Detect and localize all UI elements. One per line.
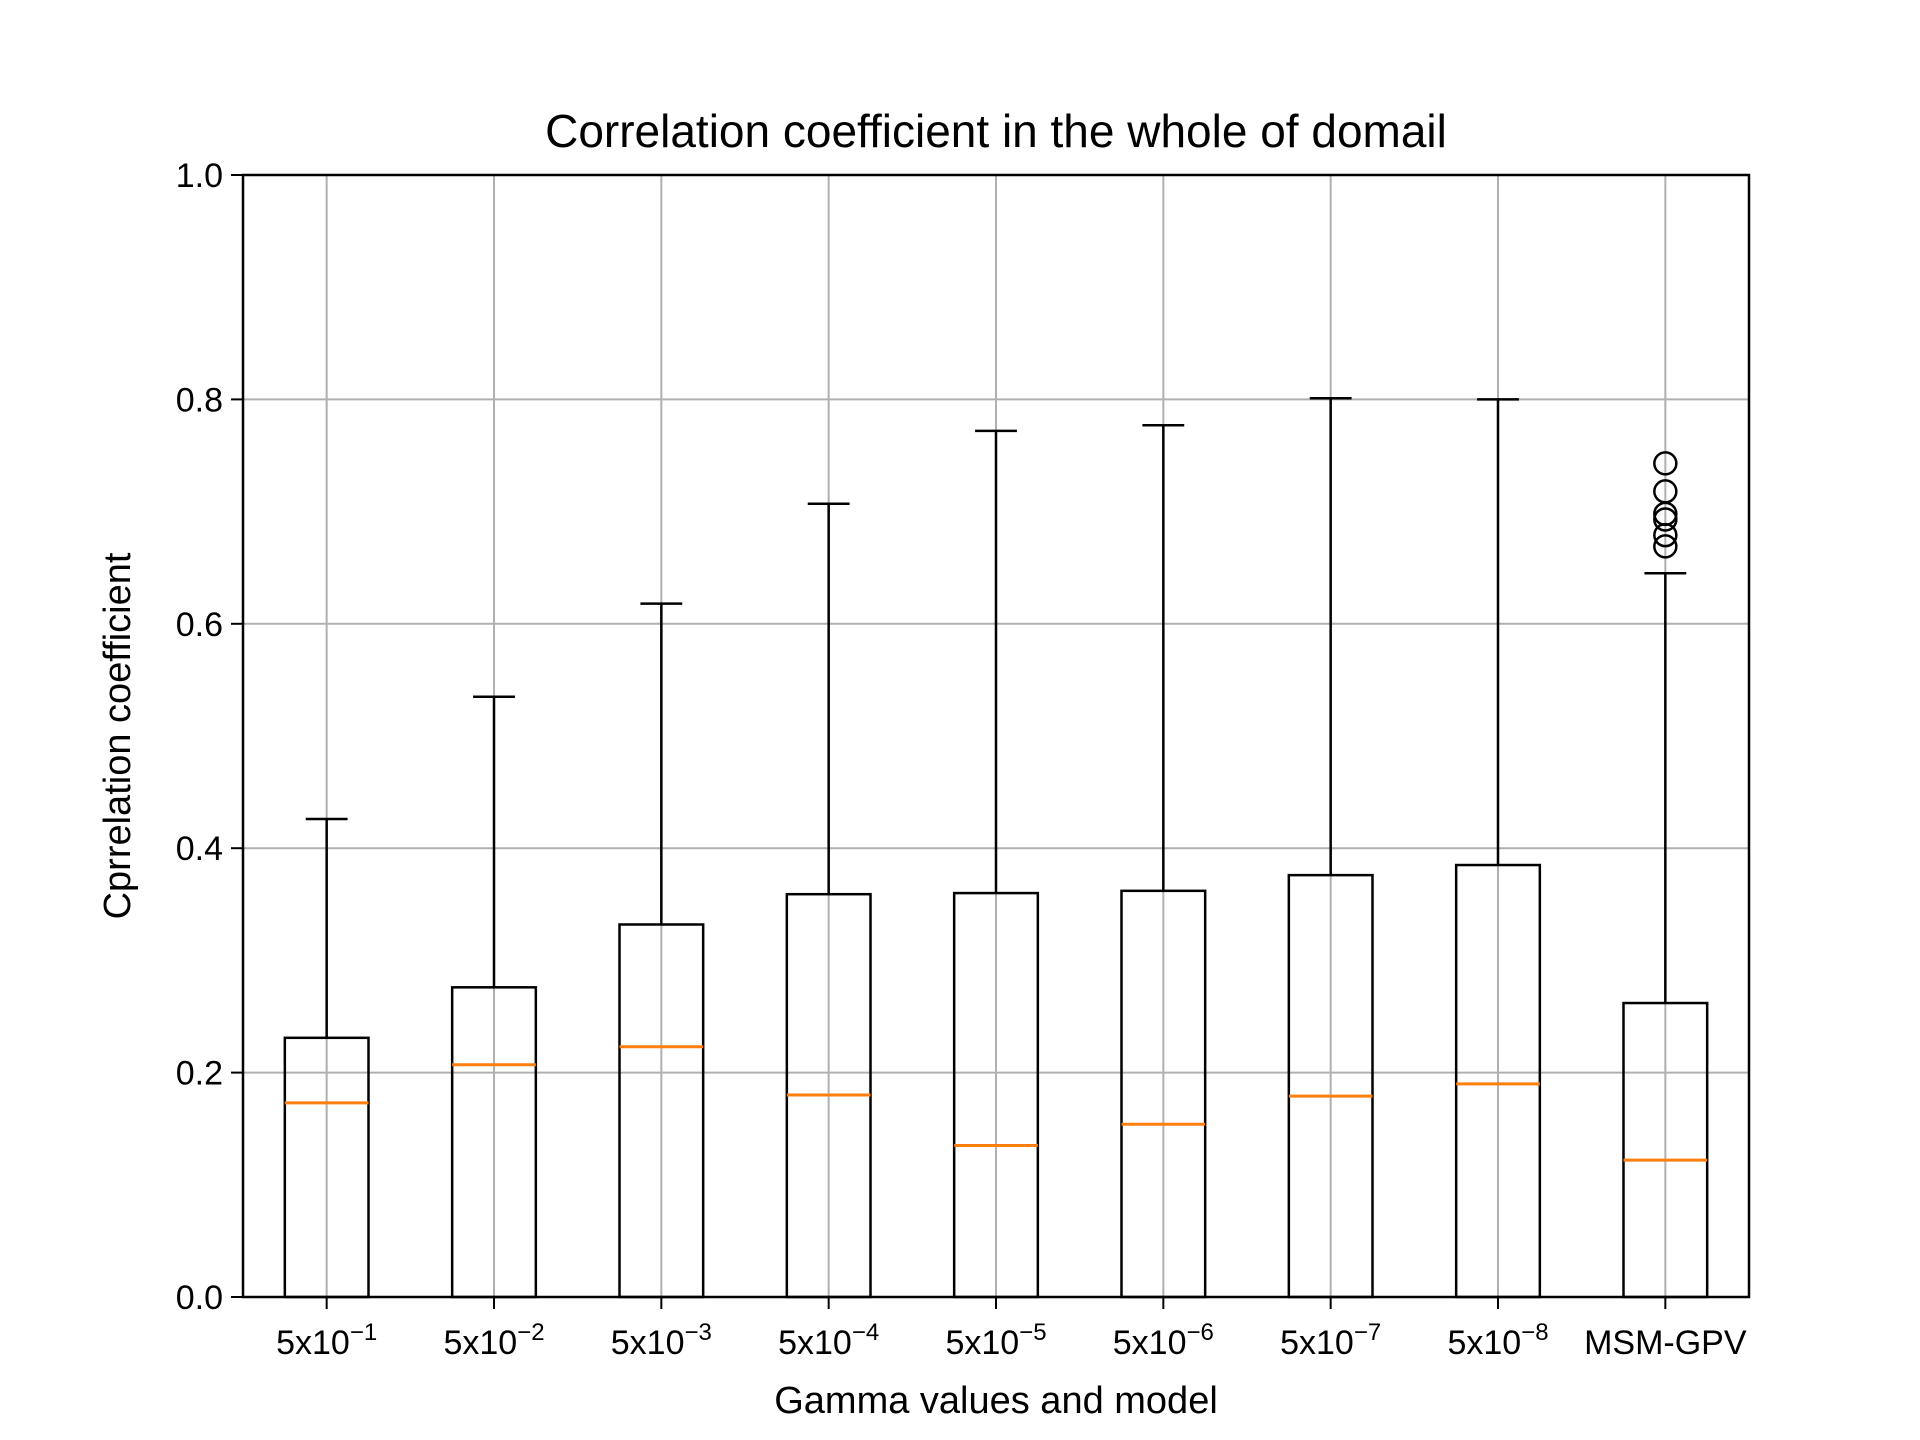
y-tick-label: 0.2 [176,1055,223,1093]
y-tick-label: 1.0 [176,157,223,195]
y-axis-ticks: 0.0 0.2 0.4 0.6 0.8 1.0 [176,157,243,1317]
y-tick-label: 0.4 [176,830,223,868]
outlier-point [1653,507,1678,532]
x-tick-label: 5x10−6 [1113,1319,1214,1362]
x-tick-label: 5x10−8 [1447,1319,1548,1362]
x-axis-ticks: 5x10−1 5x10−2 5x10−3 5x10−4 5x10−5 5x10−6 5x10… [276,1297,1747,1362]
outlier-point [1653,534,1678,559]
x-tick-label: 5x10−3 [611,1319,712,1362]
chart-title: Correlation coefficient in the whole of … [545,105,1447,157]
box-7 [1287,397,1374,1299]
outlier-point [1653,479,1678,504]
box-9 [1622,451,1709,1299]
y-tick-label: 0.0 [176,1279,223,1317]
outlier-point [1653,451,1678,476]
x-tick-label: MSM-GPV [1584,1324,1747,1362]
x-tick-label: 5x10−4 [778,1319,879,1362]
x-tick-label: 5x10−2 [443,1319,544,1362]
x-tick-label: 5x10−5 [945,1319,1046,1362]
x-axis-label: Gamma values and model [774,1380,1218,1422]
box-2 [450,695,538,1299]
boxes-layer [283,397,1709,1299]
x-tick-label: 5x10−7 [1280,1319,1381,1362]
y-tick-label: 0.6 [176,606,223,644]
y-axis-label: Cprrelation coefficient [97,552,139,919]
x-tick-label: 5x10−1 [276,1319,377,1362]
y-tick-label: 0.8 [176,381,223,419]
